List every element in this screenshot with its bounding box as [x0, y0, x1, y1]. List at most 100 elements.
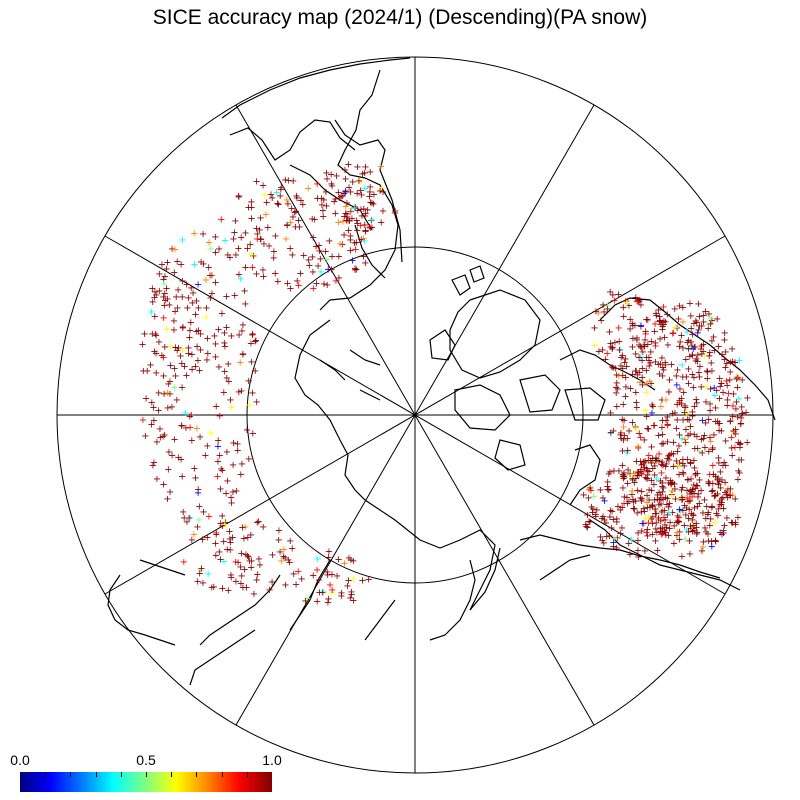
accuracy-marker: + [150, 416, 158, 427]
accuracy-marker: + [244, 202, 252, 213]
accuracy-marker: + [222, 488, 230, 499]
accuracy-marker: + [241, 522, 249, 533]
accuracy-marker: + [226, 534, 234, 545]
accuracy-marker: + [620, 492, 628, 503]
accuracy-marker: + [619, 435, 627, 446]
accuracy-marker: + [632, 397, 640, 408]
accuracy-marker: + [318, 200, 326, 211]
accuracy-marker: + [240, 533, 248, 544]
accuracy-marker: + [706, 319, 714, 330]
accuracy-marker: + [710, 430, 718, 441]
accuracy-marker: + [637, 467, 645, 478]
accuracy-marker: + [232, 250, 240, 261]
accuracy-marker: + [620, 498, 628, 509]
accuracy-marker: + [640, 340, 648, 351]
accuracy-marker: + [615, 371, 623, 382]
accuracy-marker: + [229, 487, 237, 498]
accuracy-marker: + [164, 379, 172, 390]
accuracy-marker: + [727, 432, 735, 443]
accuracy-marker: + [324, 264, 332, 275]
accuracy-marker: + [260, 239, 268, 250]
accuracy-marker: + [609, 290, 617, 301]
accuracy-marker: + [193, 522, 201, 533]
accuracy-marker: + [607, 429, 615, 440]
accuracy-marker: + [160, 313, 168, 324]
accuracy-marker: + [186, 513, 194, 524]
accuracy-marker: + [211, 247, 219, 258]
accuracy-marker: + [230, 228, 238, 239]
accuracy-marker: + [347, 555, 355, 566]
accuracy-marker: + [657, 493, 665, 504]
accuracy-marker: + [636, 367, 644, 378]
accuracy-marker: + [654, 513, 662, 524]
accuracy-marker: + [720, 521, 728, 532]
accuracy-marker: + [347, 587, 355, 598]
accuracy-marker: + [239, 582, 247, 593]
accuracy-marker: + [702, 418, 710, 429]
accuracy-marker: + [247, 214, 255, 225]
accuracy-marker: + [675, 504, 683, 515]
accuracy-marker: + [731, 443, 739, 454]
accuracy-marker: + [377, 218, 385, 229]
accuracy-marker: + [634, 545, 642, 556]
accuracy-marker: + [737, 419, 745, 430]
accuracy-marker: + [280, 544, 288, 555]
accuracy-marker: + [671, 322, 679, 333]
accuracy-marker: + [722, 436, 730, 447]
accuracy-marker: + [693, 469, 701, 480]
accuracy-marker: + [357, 177, 365, 188]
accuracy-marker: + [621, 392, 629, 403]
accuracy-marker: + [657, 499, 665, 510]
accuracy-marker: + [366, 187, 374, 198]
coast-north-america [559, 297, 776, 591]
accuracy-marker: + [698, 546, 706, 557]
accuracy-marker: + [688, 369, 696, 380]
accuracy-marker: + [728, 490, 736, 501]
accuracy-marker: + [641, 456, 649, 467]
accuracy-marker: + [718, 530, 726, 541]
accuracy-marker: + [633, 296, 641, 307]
accuracy-marker: + [713, 475, 721, 486]
accuracy-marker: + [661, 360, 669, 371]
accuracy-marker: + [194, 356, 202, 367]
accuracy-marker: + [662, 462, 670, 473]
accuracy-marker: + [282, 234, 290, 245]
accuracy-marker: + [334, 555, 342, 566]
accuracy-marker: + [650, 480, 658, 491]
accuracy-marker: + [629, 321, 637, 332]
accuracy-marker: + [141, 431, 149, 442]
accuracy-marker: + [722, 490, 730, 501]
accuracy-marker: + [645, 356, 653, 367]
accuracy-marker: + [643, 490, 651, 501]
accuracy-marker: + [213, 472, 221, 483]
accuracy-marker: + [592, 510, 600, 521]
accuracy-marker: + [271, 268, 279, 279]
accuracy-marker: + [654, 305, 662, 316]
accuracy-marker: + [678, 434, 686, 445]
accuracy-marker: + [188, 364, 196, 375]
accuracy-marker: + [247, 197, 255, 208]
accuracy-marker: + [292, 191, 300, 202]
accuracy-marker: + [633, 370, 641, 381]
accuracy-marker: + [328, 181, 336, 192]
accuracy-marker: + [352, 265, 360, 276]
accuracy-marker: + [173, 257, 181, 268]
accuracy-marker: + [174, 343, 182, 354]
accuracy-marker: + [643, 498, 651, 509]
accuracy-marker: + [368, 198, 376, 209]
accuracy-marker: + [731, 517, 739, 528]
accuracy-marker: + [351, 244, 359, 255]
accuracy-marker: + [336, 239, 344, 250]
accuracy-marker: + [236, 358, 244, 369]
accuracy-marker: + [322, 187, 330, 198]
accuracy-marker: + [625, 301, 633, 312]
accuracy-marker: + [715, 458, 723, 469]
accuracy-marker: + [350, 203, 358, 214]
colorbar-tick [70, 772, 71, 777]
accuracy-marker: + [622, 361, 630, 372]
accuracy-marker: + [628, 418, 636, 429]
accuracy-marker: + [634, 486, 642, 497]
accuracy-marker: + [629, 469, 637, 480]
accuracy-marker: + [679, 415, 687, 426]
accuracy-marker: + [726, 357, 734, 368]
